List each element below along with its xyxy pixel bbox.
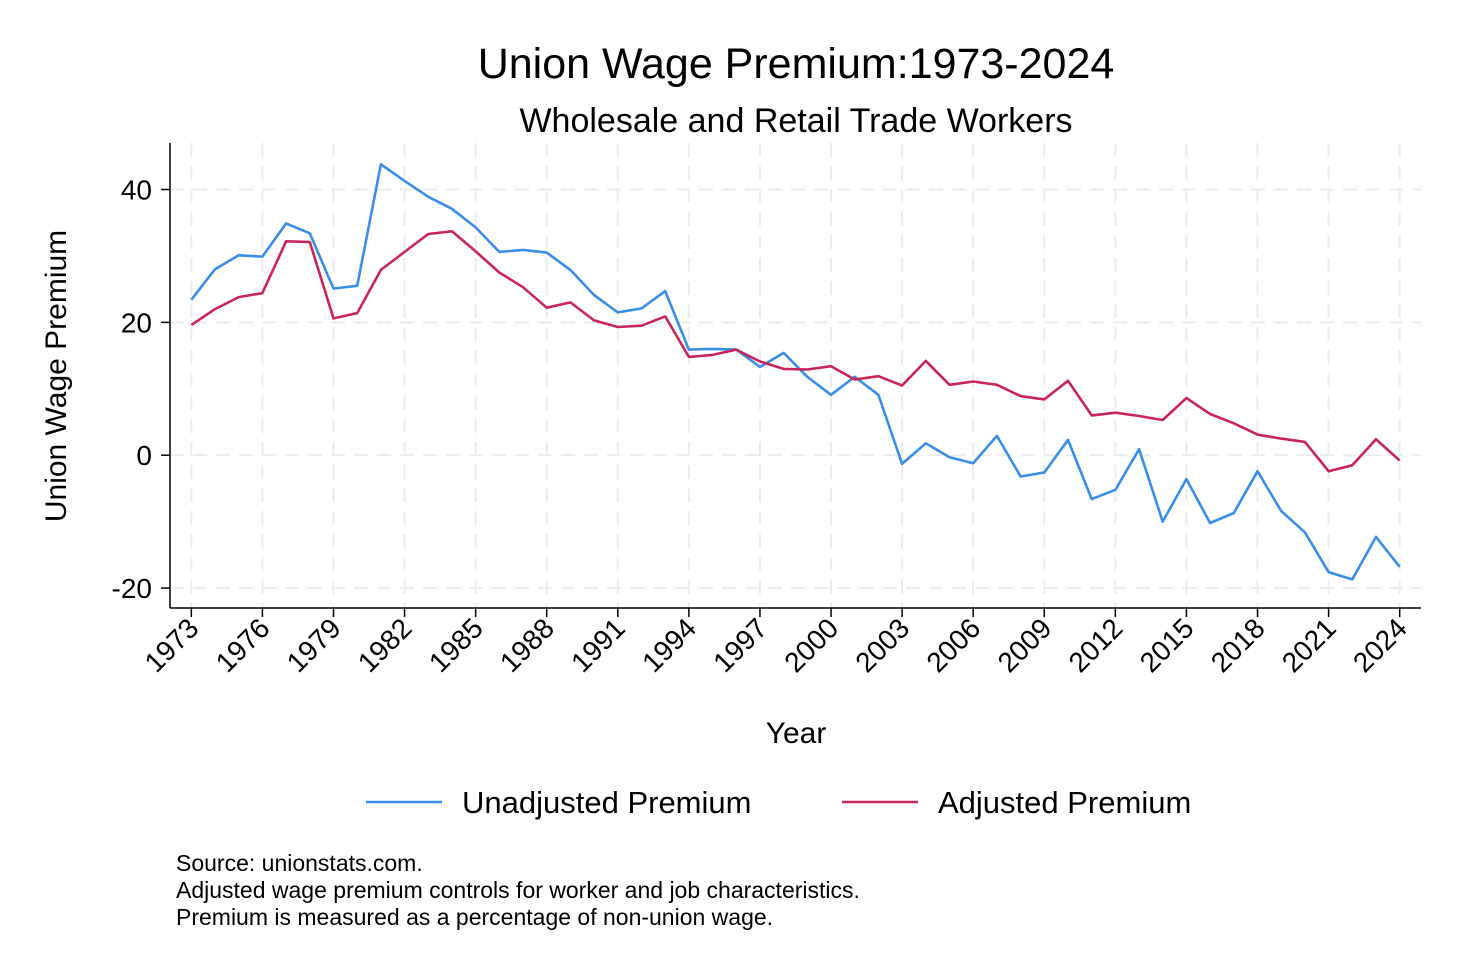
chart-subtitle: Wholesale and Retail Trade Workers — [519, 102, 1072, 140]
legend-label-unadjusted: Unadjusted Premium — [462, 785, 751, 820]
x-tick-label: 1979 — [281, 612, 347, 678]
x-tick-label: 1994 — [636, 612, 702, 678]
x-tick-label: 2006 — [920, 612, 986, 678]
x-tick-label: 1988 — [494, 612, 560, 678]
y-tick-label: -20 — [112, 573, 152, 604]
legend: Unadjusted Premium Adjusted Premium — [366, 785, 1191, 820]
series-line-unadjusted — [190, 163, 1401, 581]
x-tick-label: 2015 — [1134, 612, 1200, 678]
x-tick-label: 2000 — [778, 612, 844, 678]
x-tick-label: 2021 — [1276, 612, 1342, 678]
x-tick-label: 2018 — [1205, 612, 1271, 678]
x-tick-label: 1982 — [352, 612, 418, 678]
series-lines — [190, 163, 1401, 581]
x-tick-label: 1997 — [707, 612, 773, 678]
legend-label-adjusted: Adjusted Premium — [938, 785, 1191, 820]
y-tick-labels: -20 0 20 40 — [112, 175, 152, 605]
adjustment-note: Adjusted wage premium controls for worke… — [176, 877, 860, 903]
x-tick-label: 2009 — [992, 612, 1058, 678]
series-line-adjusted — [190, 230, 1401, 473]
axes — [161, 143, 1421, 617]
source-note: Source: unionstats.com. — [176, 850, 423, 876]
x-tick-label: 1973 — [139, 612, 205, 678]
y-tick-label: 40 — [121, 175, 152, 206]
chart-title: Union Wage Premium:1973-2024 — [478, 40, 1115, 88]
x-tick-label: 2012 — [1063, 612, 1129, 678]
grid — [170, 143, 1421, 608]
x-axis-title: Year — [766, 717, 827, 750]
x-tick-labels: 1973 1976 1979 1982 1985 1988 1991 1994 1997 2000… — [139, 612, 1413, 678]
x-tick-label: 1991 — [565, 612, 631, 678]
x-tick-label: 2003 — [849, 612, 915, 678]
x-tick-label: 1976 — [210, 612, 276, 678]
y-tick-label: 0 — [136, 440, 152, 471]
y-tick-label: 20 — [121, 307, 152, 338]
x-tick-label: 1985 — [423, 612, 489, 678]
measurement-note: Premium is measured as a percentage of n… — [176, 904, 774, 930]
x-tick-label: 2024 — [1347, 612, 1413, 678]
y-axis-title: Union Wage Premium — [40, 230, 73, 522]
